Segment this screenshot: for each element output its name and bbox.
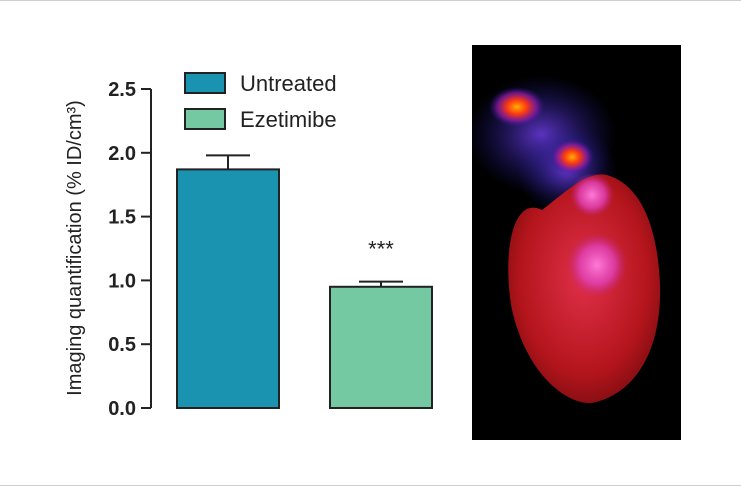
legend-swatch-ezetimibe bbox=[184, 108, 226, 130]
bar-untreated bbox=[176, 168, 280, 409]
y-tick-label: 2.0 bbox=[108, 143, 136, 165]
y-tick-label: 2.5 bbox=[108, 79, 136, 101]
y-tick-label: 0.0 bbox=[108, 398, 136, 420]
legend-swatch-untreated bbox=[184, 72, 226, 94]
y-axis-label: Imaging quantification (% ID/cm³) bbox=[64, 100, 86, 396]
significance-marker: *** bbox=[368, 237, 394, 262]
legend-label-untreated: Untreated bbox=[240, 71, 337, 96]
legend-label-ezetimibe: Ezetimibe bbox=[240, 107, 337, 132]
bar-chart: Imaging quantification (% ID/cm³) 0.0 0.5… bbox=[64, 71, 433, 420]
y-tick-label: 0.5 bbox=[108, 334, 136, 356]
y-tick-label: 1.0 bbox=[108, 270, 136, 292]
heart-imaging-photo bbox=[472, 45, 681, 440]
bar-ezetimibe bbox=[329, 285, 433, 409]
y-tick-label: 1.5 bbox=[108, 207, 136, 229]
